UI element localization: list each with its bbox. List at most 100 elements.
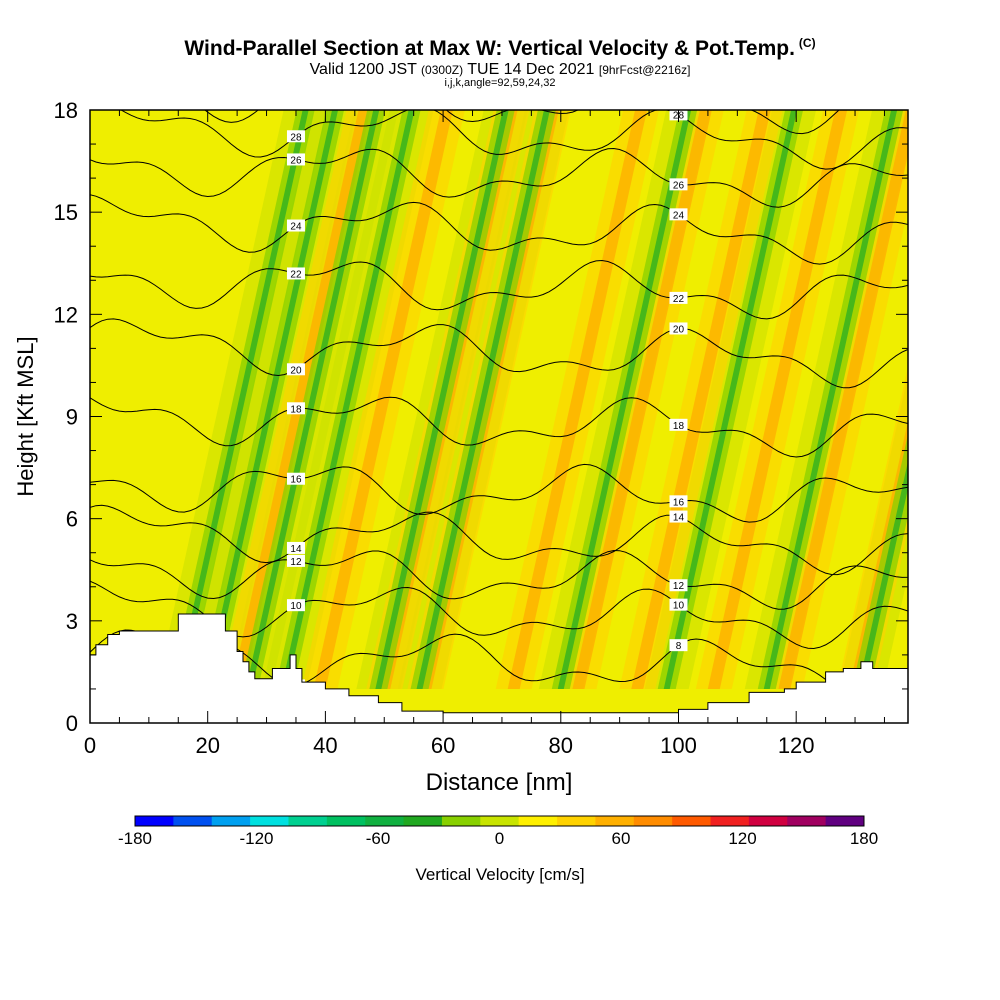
contour-label-box <box>669 178 688 191</box>
contour-label-box <box>669 598 688 611</box>
contour-label: 18 <box>673 421 685 432</box>
colorbar-swatch <box>250 816 289 826</box>
terrain-profile <box>89 613 909 724</box>
utc-time: (0300Z) <box>421 63 464 77</box>
contour-label: 8 <box>676 641 682 652</box>
contour-label-box <box>286 541 305 554</box>
downdraft-core <box>557 110 692 689</box>
contour-label: 26 <box>290 155 302 166</box>
contour-label-box <box>286 599 305 612</box>
contour-label-box <box>286 130 305 143</box>
x-tick-label: 120 <box>778 733 815 758</box>
forecast-date: TUE 14 Dec 2021 <box>467 61 595 78</box>
x-tick-label: 40 <box>313 733 337 758</box>
theta-contour-line <box>90 549 908 610</box>
y-axis: 0 3 6 9 12 15 18 Height [Kft MSL] <box>13 98 908 736</box>
downdraft-core <box>204 110 339 689</box>
colorbar-frame <box>134 815 865 827</box>
colorbar-swatch <box>365 816 405 826</box>
grid-indices: i,j,k,angle=92,59,24,32 <box>444 77 556 89</box>
x-axis-label: Distance [nm] <box>426 769 573 796</box>
colorbar-swatch <box>633 816 673 826</box>
colorbar-tick-label: 60 <box>612 829 631 848</box>
y-tick-label: 15 <box>54 200 78 225</box>
colorbar-swatch <box>288 816 328 826</box>
colorbar-swatch <box>480 816 520 826</box>
contour-label-box <box>669 639 688 652</box>
contour-label: 20 <box>673 324 685 335</box>
colorbar-swatch <box>710 816 750 826</box>
updraft-core <box>313 110 453 689</box>
contour-label-box <box>669 495 688 508</box>
contour-label-box <box>286 153 305 166</box>
downdraft-core <box>245 110 380 689</box>
contour-label: 10 <box>673 601 685 612</box>
contour-label: 24 <box>673 210 685 221</box>
updraft-core <box>778 110 908 689</box>
colorbar-swatch <box>825 816 865 826</box>
contour-label-box <box>286 554 305 567</box>
theta-contour-line <box>90 259 908 320</box>
valid-time: Valid 1200 JST <box>309 61 417 78</box>
contour-label: 26 <box>673 180 685 191</box>
colorbar-swatch <box>748 816 788 826</box>
chart-title: Wind-Parallel Section at Max W: Vertical… <box>0 36 1000 61</box>
theta-contour-line <box>90 147 908 208</box>
contour-label-box <box>669 579 688 592</box>
chart-subtitle: Valid 1200 JST (0300Z) TUE 14 Dec 2021 [… <box>0 61 1000 79</box>
contour-label-box <box>669 510 688 523</box>
downdraft-core <box>763 110 898 689</box>
x-tick-label: 80 <box>549 733 573 758</box>
y-tick-label: 9 <box>66 405 78 430</box>
theta-contour-line <box>90 194 908 265</box>
x-tick-label: 0 <box>84 733 96 758</box>
downdraft-core <box>663 110 798 689</box>
contour-label: 22 <box>673 294 685 305</box>
contour-label: 24 <box>290 222 302 233</box>
contour-label-box <box>286 267 305 280</box>
contour-label-box <box>286 219 305 232</box>
contour-label: 12 <box>290 557 302 568</box>
contour-label: 16 <box>290 475 302 486</box>
y-axis-label: Height [Kft MSL] <box>13 336 38 496</box>
contour-label: 22 <box>290 269 302 280</box>
colorbar-swatch <box>518 816 558 826</box>
contour-label: 18 <box>290 404 302 415</box>
downdraft-core <box>281 110 415 689</box>
downdraft-core <box>175 110 309 689</box>
y-tick-label: 0 <box>66 711 78 736</box>
theta-contours: 8810101212141416161818202022222424262628… <box>90 110 908 700</box>
colorbar-tick-label: 0 <box>495 829 504 848</box>
velocity-field <box>90 110 908 723</box>
theta-contour-line <box>90 463 908 523</box>
updraft-band <box>837 366 908 689</box>
y-tick-label: 3 <box>66 609 78 634</box>
colorbar-swatch <box>211 816 251 826</box>
contour-label-box <box>669 291 688 304</box>
theta-contour-line <box>90 318 908 389</box>
colorbar-tick-label: -120 <box>239 829 273 848</box>
colorbar: -180 -120 -60 0 60 120 180 Vertical Velocity [c… <box>118 815 878 884</box>
contour-label-box <box>286 472 305 485</box>
colorbar-swatch <box>403 816 443 826</box>
contour-label: 28 <box>290 132 302 143</box>
theta-contour-line <box>120 110 908 170</box>
x-axis: 0 20 40 60 80 100 120 Distance [nm] <box>84 110 885 796</box>
downdraft-band-inner <box>851 434 908 689</box>
colorbar-swatch <box>135 816 174 826</box>
colorbar-swatch <box>326 816 366 826</box>
contour-label-box <box>286 363 305 376</box>
forecast-run: [9hrFcst@2216z] <box>598 63 691 77</box>
contour-label-box <box>669 322 688 335</box>
colorbar-tick-label: 120 <box>728 829 756 848</box>
updraft-core <box>707 110 848 689</box>
contour-label-box <box>669 208 688 221</box>
contour-label: 16 <box>673 497 685 508</box>
colorbar-swatch <box>595 816 635 826</box>
colorbar-tick-label: -180 <box>118 829 152 848</box>
contour-label-box <box>669 418 688 431</box>
colorbar-swatch <box>787 816 827 826</box>
contour-label: 14 <box>290 544 302 555</box>
colorbar-tick-label: -60 <box>366 829 391 848</box>
contour-label: 10 <box>290 601 302 612</box>
